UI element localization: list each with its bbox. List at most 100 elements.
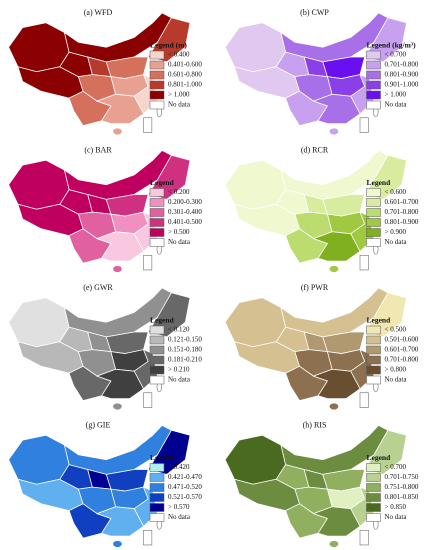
legend-swatch <box>149 345 165 355</box>
province <box>329 127 339 136</box>
panel: (h) RIS Legend< 0.700 0.701-0.750 0.751-0.8… <box>224 420 419 548</box>
province <box>329 402 339 411</box>
legend-swatch <box>149 218 165 227</box>
legend-label: > 1.000 <box>385 91 407 99</box>
legend-label: < 0.120 <box>168 326 190 334</box>
map <box>224 424 407 548</box>
legend-swatch <box>366 365 381 375</box>
south-sea-inset <box>143 117 153 133</box>
south-sea-inset <box>143 392 153 408</box>
legend-swatch <box>366 335 381 345</box>
legend-swatch <box>149 238 165 247</box>
legend-swatch <box>149 375 165 385</box>
legend-swatch <box>366 60 381 70</box>
legend-label: 0.801-0.900 <box>385 218 419 226</box>
legend-swatch <box>366 463 381 472</box>
south-sea-inset <box>359 117 369 133</box>
legend-swatch <box>149 188 165 197</box>
province <box>329 265 339 273</box>
legend-swatch <box>366 188 381 197</box>
panel-title: (h) RIS <box>303 420 327 429</box>
legend-title: Legend <box>150 453 175 462</box>
legend-swatch <box>149 365 165 375</box>
legend-label: 0.701-0.800 <box>385 61 419 69</box>
province <box>112 402 123 411</box>
legend-swatch <box>366 483 381 492</box>
legend-label: 0.151-0.180 <box>168 346 202 354</box>
panel-title: (e) GWR <box>83 283 113 292</box>
province <box>312 368 361 400</box>
legend-swatch <box>149 90 165 100</box>
province <box>8 297 70 348</box>
legend-swatch <box>149 473 165 482</box>
legend-swatch <box>149 325 165 335</box>
legend-swatch <box>149 60 165 70</box>
province <box>95 368 144 400</box>
legend-swatch <box>366 325 381 335</box>
legend-swatch <box>149 50 165 60</box>
panel: (b) CWP Legend (kg/m³)< 0.700 0.701-0.800 0… <box>224 8 419 136</box>
legend-label: 0.751-0.800 <box>385 483 419 491</box>
legend-swatch <box>366 375 381 385</box>
panel: (c) BAR Legend< 0.200 0.200-0.300 0.301-0.4… <box>8 145 202 273</box>
legend-label: 0.901-1.000 <box>385 81 419 89</box>
legend-swatch <box>149 463 165 472</box>
legend-swatch <box>366 355 381 365</box>
legend-title: Legend <box>150 178 175 187</box>
legend-swatch <box>366 50 381 60</box>
legend-swatch <box>366 218 381 227</box>
legend-label: 0.401-0.500 <box>168 218 202 226</box>
legend-label: 0.701-0.750 <box>385 473 419 481</box>
legend-label: 0.200-0.300 <box>168 198 202 206</box>
panel-title: (d) RCR <box>301 145 329 154</box>
province <box>224 297 287 348</box>
legend-label: 0.471-0.520 <box>168 483 202 491</box>
legend-label: 0.501-0.600 <box>385 336 419 344</box>
legend-label: < 0.700 <box>385 51 407 59</box>
province <box>8 22 70 73</box>
legend-swatch <box>149 228 165 237</box>
south-sea-inset <box>143 254 153 271</box>
legend-swatch <box>149 355 165 365</box>
province <box>224 22 287 73</box>
panel: (e) GWR Legend< 0.120 0.121-0.150 0.151-0.1… <box>8 283 202 411</box>
legend-title: Legend <box>367 316 392 325</box>
south-sea-inset <box>359 529 369 546</box>
legend-swatch <box>149 493 165 502</box>
panel-title: (b) CWP <box>300 8 329 17</box>
map <box>8 149 191 273</box>
legend-label: < 0.400 <box>168 51 190 59</box>
legend-swatch <box>149 335 165 345</box>
panel: (a) WFD Legend (m)< 0.400 0.401-0.600 0.601… <box>8 8 202 136</box>
panel-title: (a) WFD <box>84 8 113 17</box>
legend-label: > 0.800 <box>385 366 407 374</box>
legend-label: < 0.600 <box>385 188 407 196</box>
panel-title: (f) PWR <box>301 283 329 292</box>
legend-swatch <box>149 513 165 522</box>
south-sea-inset <box>359 392 369 408</box>
province <box>312 93 361 125</box>
legend-swatch <box>366 493 381 502</box>
legend-title: Legend <box>367 178 392 187</box>
legend-swatch <box>366 228 381 237</box>
legend-label: No data <box>385 513 408 521</box>
legend-swatch <box>366 90 381 100</box>
south-sea-inset <box>143 529 153 546</box>
province <box>312 506 361 537</box>
province <box>224 159 287 210</box>
legend-swatch <box>149 100 165 110</box>
province <box>95 506 144 537</box>
panel-title: (c) BAR <box>84 145 112 154</box>
legend-label: 0.401-0.600 <box>168 61 202 69</box>
legend-swatch <box>366 208 381 217</box>
legend-label: No data <box>168 376 191 384</box>
province <box>112 265 123 273</box>
map <box>8 287 191 411</box>
legend-title: Legend (m) <box>150 41 187 50</box>
legend-label: 0.301-0.400 <box>168 208 202 216</box>
legend-label: < 0.500 <box>385 326 407 334</box>
province <box>224 434 287 485</box>
legend-title: Legend <box>150 316 175 325</box>
legend-label: No data <box>168 101 191 109</box>
